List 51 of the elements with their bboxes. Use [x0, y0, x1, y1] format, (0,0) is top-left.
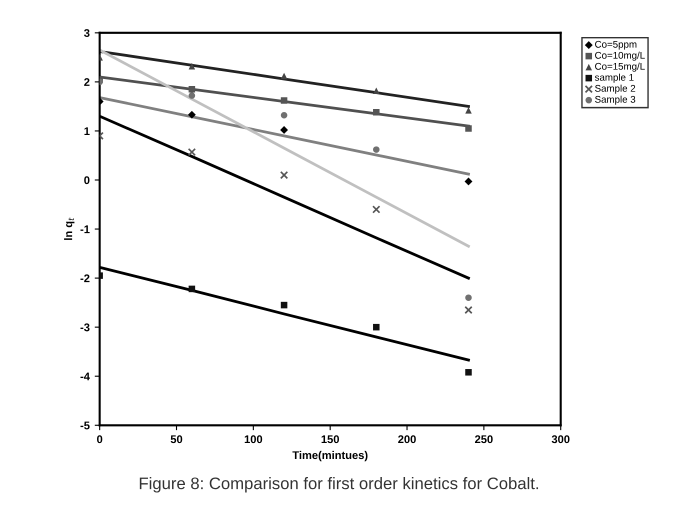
point [465, 294, 472, 301]
y-tick-label: -3 [80, 323, 90, 332]
y-tick-label: -5 [80, 422, 90, 430]
legend-label: Sample 3 [595, 96, 636, 105]
point [373, 324, 380, 330]
point [465, 369, 472, 376]
x-axis-title: Time(mintues) [292, 450, 368, 462]
x-tick-label: 150 [322, 435, 339, 444]
legend-label: Co=5ppm [595, 40, 636, 50]
point [465, 107, 472, 114]
line-series [100, 48, 470, 248]
point [188, 110, 196, 119]
y-axis-title: ln q$_{t}$ [64, 218, 74, 240]
y-tick-label: -4 [80, 372, 90, 380]
legend-label: Co=15mg/L [595, 62, 645, 72]
y-tick-label: -1 [80, 225, 90, 234]
point [188, 148, 196, 156]
x-tick-label: 50 [170, 435, 182, 444]
y-tick-label: -2 [80, 274, 90, 282]
point [465, 125, 472, 132]
point [373, 87, 380, 94]
point [188, 62, 196, 70]
caption: Figure 8: Comparison for first order kinetics for Cobalt. [140, 477, 538, 493]
legend-label: Co=10mg/L [595, 52, 645, 61]
x-tick-label: 200 [398, 435, 416, 444]
point [373, 146, 380, 153]
point [188, 92, 196, 99]
point [188, 286, 196, 292]
x-tick-label: 100 [244, 435, 262, 444]
point [373, 109, 380, 116]
x-tick-label: 0 [97, 435, 102, 444]
point [280, 171, 288, 180]
line-series [100, 96, 470, 176]
legend-label: Sample 2 [595, 84, 636, 94]
point [464, 178, 472, 186]
y-tick-label: 3 [84, 29, 90, 37]
line-series [100, 50, 470, 108]
point [464, 306, 473, 314]
point [280, 72, 288, 80]
y-tick-label: 2 [84, 78, 90, 86]
point [188, 86, 196, 93]
y-tick-label: 0 [84, 176, 90, 184]
x-tick-label: 250 [474, 435, 493, 444]
x-tick-label: 300 [552, 435, 570, 444]
point [280, 302, 288, 308]
point [372, 205, 380, 214]
point [280, 97, 288, 104]
point [280, 112, 288, 119]
point [280, 126, 288, 134]
legend-label: sample 1 [594, 74, 634, 83]
y-tick-label: 1 [84, 127, 90, 135]
